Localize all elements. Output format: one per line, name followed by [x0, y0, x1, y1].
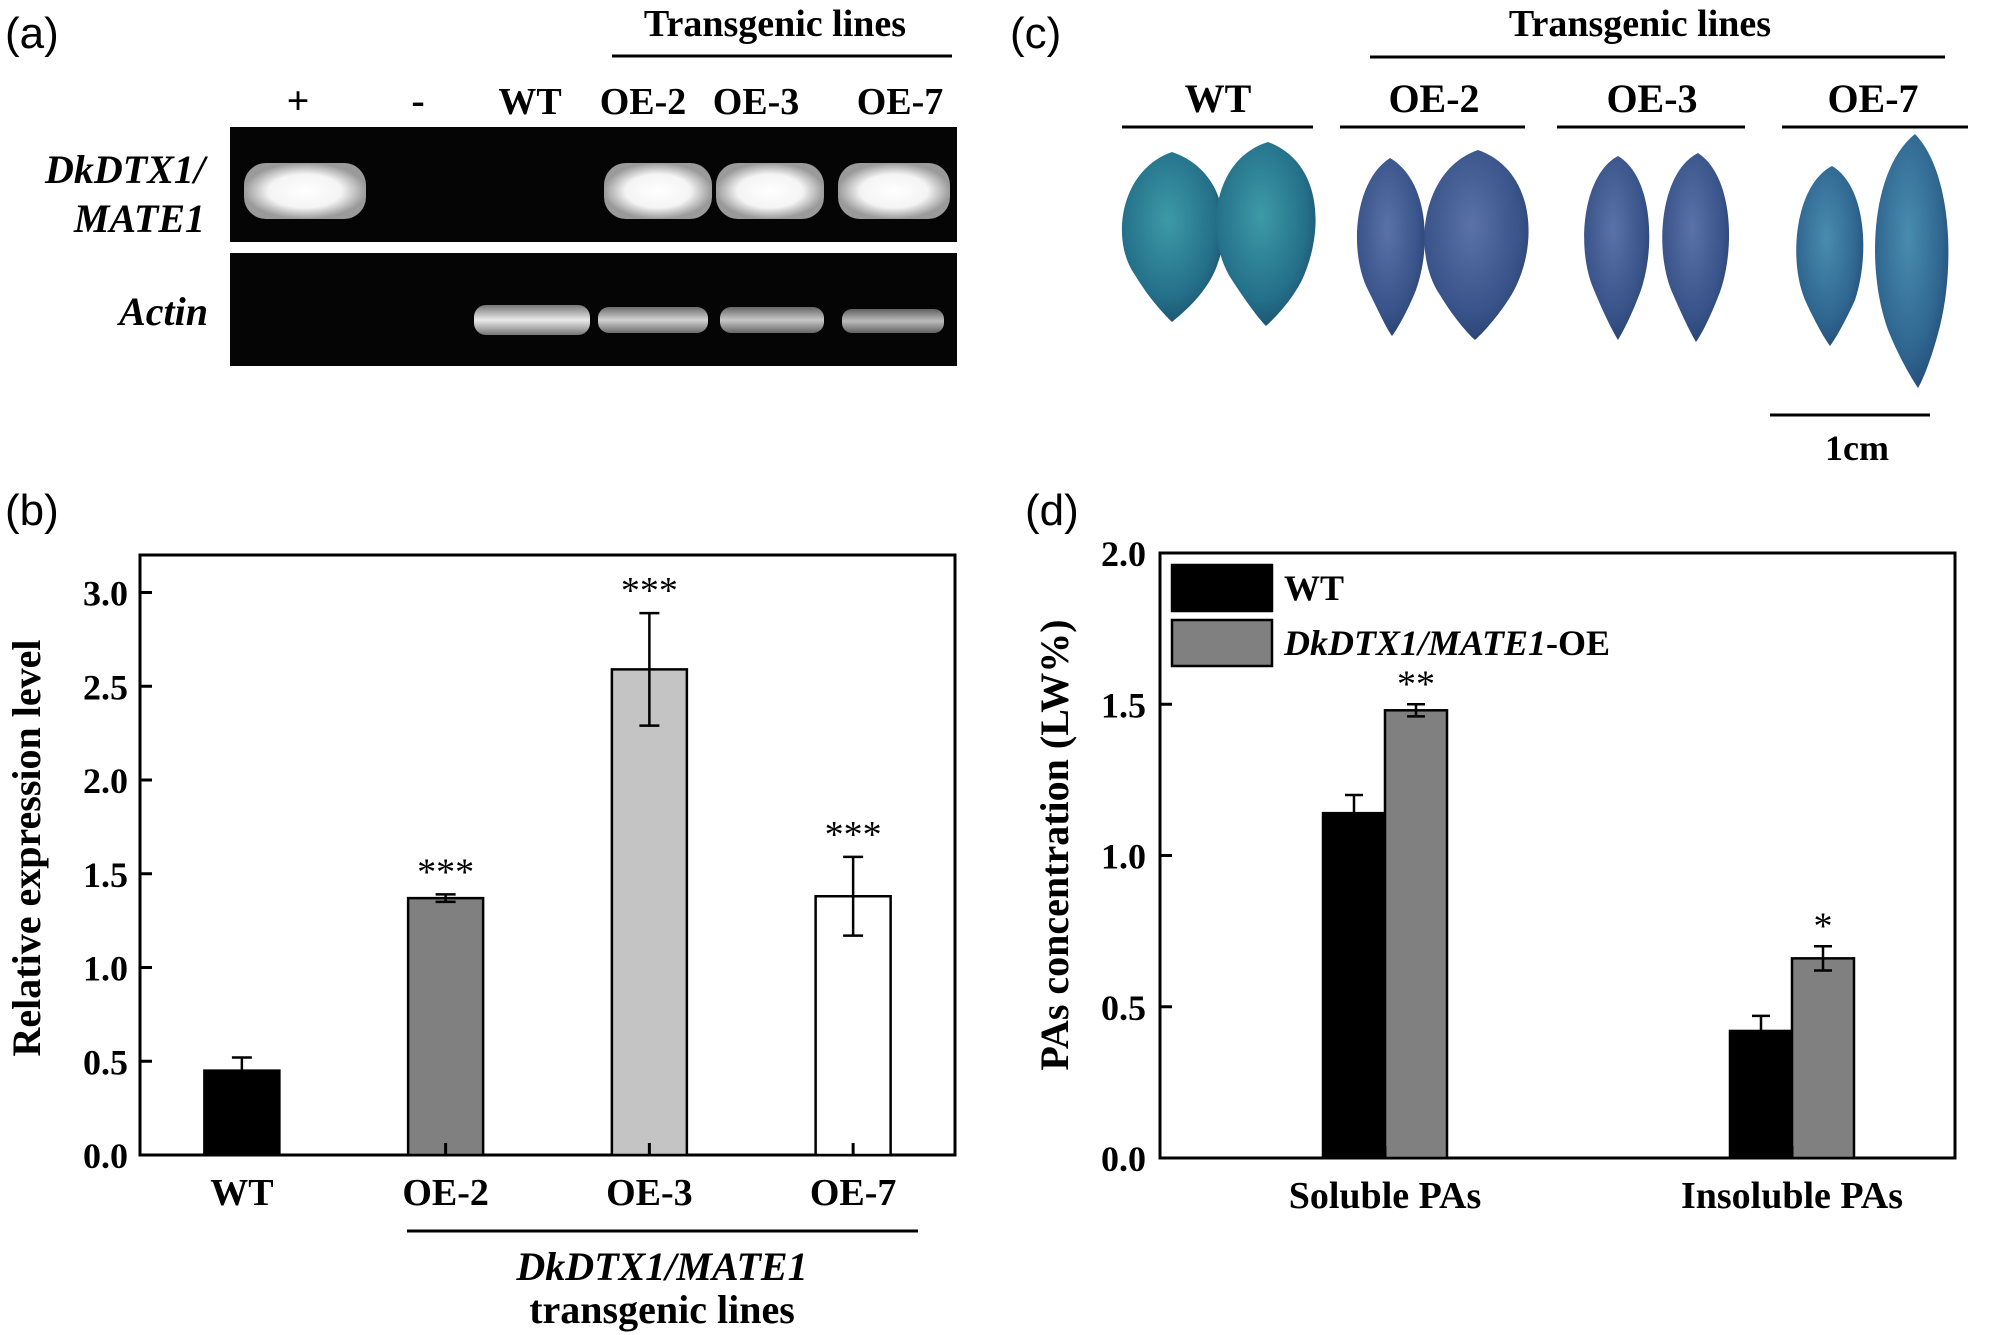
x-tick-label: OE-2 — [402, 1172, 489, 1214]
scale-bar-label: 1cm — [1825, 428, 1889, 468]
bar — [406, 896, 485, 1157]
lane-label: - — [411, 78, 424, 123]
y-tick-label: 0.0 — [83, 1136, 128, 1176]
bar — [1321, 811, 1387, 1160]
y-tick-label: 0.0 — [1101, 1139, 1146, 1179]
chart-d: 0.0 0.5 1.0 1.5 2.0 ** Soluble PAs * Insoluble P… — [1101, 534, 1957, 1217]
actin-band-wt — [474, 305, 590, 335]
x-tick-label: OE-3 — [606, 1172, 693, 1214]
dkdtx1-bands — [244, 163, 950, 219]
leaf-wt-1 — [1121, 152, 1224, 322]
significance-marker: *** — [825, 814, 882, 856]
y-tick-label: 0.5 — [83, 1042, 128, 1082]
significance-marker: *** — [621, 570, 678, 612]
leaf-oe2-2 — [1424, 150, 1529, 340]
gel-band-positive — [244, 163, 366, 219]
y-tick-label: 3.0 — [83, 574, 128, 614]
legend-label: DkDTX1/MATE1-OE — [1283, 623, 1610, 663]
lane-label: OE-3 — [713, 81, 800, 123]
y-tick-label: 0.5 — [1101, 988, 1146, 1028]
y-tick-label: 2.5 — [83, 667, 128, 707]
leaf-oe7-1 — [1796, 166, 1864, 346]
x-tick-label: Insoluble PAs — [1681, 1175, 1903, 1217]
bar — [1383, 709, 1449, 1160]
gel-band-oe3 — [716, 163, 824, 219]
gel-band-oe2 — [604, 163, 712, 219]
significance-marker: *** — [417, 851, 474, 893]
lane-label: WT — [498, 81, 561, 123]
actin-band-oe2 — [598, 307, 708, 333]
panel-c-group-header: Transgenic lines — [1509, 3, 1771, 45]
y-tick-label: 1.5 — [1101, 685, 1146, 725]
panel-b-label: (b) — [5, 486, 59, 535]
panel-c-label: (c) — [1010, 9, 1061, 58]
chart-b-ylabel: Relative expression level — [4, 640, 49, 1057]
y-tick-label: 2.0 — [1101, 534, 1146, 574]
actin-band-oe7 — [842, 309, 944, 333]
bar — [1790, 957, 1856, 1160]
panel-c: (c) Transgenic lines WT OE-2 OE-3 OE-7 1… — [1010, 3, 1968, 468]
chart-d-ylabel: PAs concentration (LW%) — [1032, 619, 1077, 1070]
leaf-group-label: OE-7 — [1827, 76, 1918, 121]
gene-label-line2: MATE1 — [73, 196, 205, 241]
leaf-oe3-2 — [1662, 153, 1730, 342]
plot-frame — [138, 553, 957, 1157]
chart-b-group-label-line2: transgenic lines — [529, 1287, 795, 1332]
bar — [1728, 1029, 1794, 1160]
significance-marker: * — [1814, 905, 1833, 947]
x-tick-label: WT — [210, 1172, 273, 1214]
leaf-group-label: OE-2 — [1388, 76, 1479, 121]
y-tick-label: 1.0 — [1101, 837, 1146, 877]
panel-a: (a) Transgenic lines + - WT OE-2 OE-3 OE… — [5, 3, 957, 366]
lane-label: OE-7 — [857, 81, 944, 123]
leaf-wt-2 — [1216, 142, 1316, 326]
lane-label: OE-2 — [600, 81, 687, 123]
bar — [610, 668, 689, 1157]
y-tick-label: 1.0 — [83, 949, 128, 989]
chart-b-group-label-line1: DkDTX1/MATE1 — [515, 1244, 807, 1289]
x-tick-label: OE-7 — [810, 1172, 897, 1214]
actin-band-oe3 — [720, 307, 824, 333]
leaf-images — [1121, 134, 1949, 388]
leaf-group-label: WT — [1185, 76, 1252, 121]
legend-swatch — [1170, 618, 1274, 668]
gene-label-line1: DkDTX1/ — [44, 147, 209, 192]
lane-labels: + - WT OE-2 OE-3 OE-7 — [287, 78, 944, 123]
gel-band-oe7 — [838, 163, 950, 219]
panel-b: (b) Relative expression level 0.0 0.5 1.0 1… — [4, 486, 957, 1332]
x-tick-label: Soluble PAs — [1289, 1175, 1482, 1217]
leaf-oe3-1 — [1584, 156, 1650, 340]
y-tick-label: 1.5 — [83, 855, 128, 895]
chart-b: 0.0 0.5 1.0 1.5 2.0 2.5 3.0 WT *** OE-2 *** OE-3 ***… — [83, 553, 957, 1214]
lane-label: + — [287, 78, 310, 123]
gel-actin — [230, 253, 957, 366]
panel-d: (d) PAs concentration (LW%) 0.0 0.5 1.0 1.5… — [1025, 486, 1957, 1217]
panel-a-group-header: Transgenic lines — [644, 3, 906, 45]
panel-a-label: (a) — [5, 9, 59, 58]
legend-label: WT — [1284, 568, 1344, 608]
significance-marker: ** — [1397, 663, 1435, 705]
panel-d-label: (d) — [1025, 486, 1079, 535]
control-label: Actin — [116, 289, 208, 334]
leaf-oe7-2 — [1875, 134, 1949, 388]
leaf-group-label: OE-3 — [1606, 76, 1697, 121]
legend-swatch — [1170, 563, 1274, 613]
y-tick-label: 2.0 — [83, 761, 128, 801]
actin-bands — [474, 305, 944, 335]
leaf-oe2-1 — [1356, 158, 1425, 336]
